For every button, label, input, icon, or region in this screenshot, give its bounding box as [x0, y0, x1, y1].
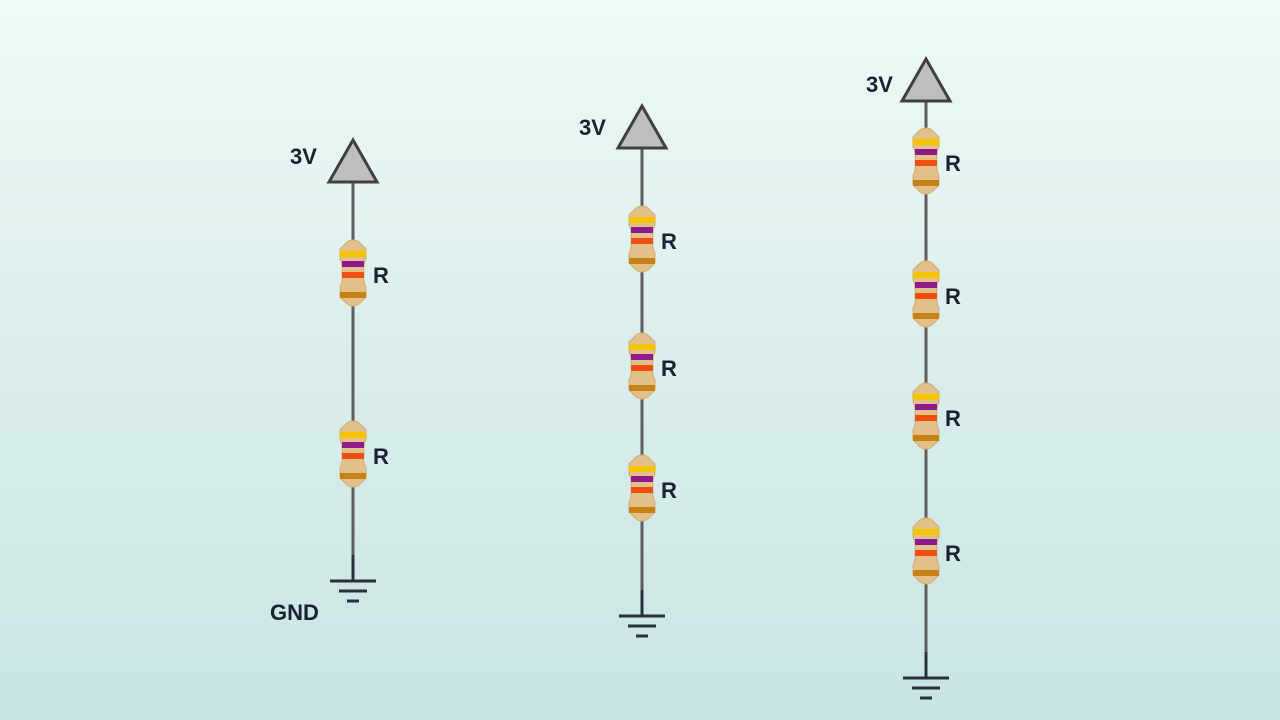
resistor-band-3: [631, 487, 653, 493]
resistor: [912, 260, 940, 328]
resistor: [628, 332, 656, 400]
resistor-band-2: [631, 227, 653, 233]
resistor-band-2: [342, 261, 364, 267]
resistor-band-4: [340, 473, 366, 479]
series-circuit-3: 3V R R R R: [866, 55, 961, 700]
resistor-band-1: [913, 529, 939, 535]
resistor-band-4: [913, 313, 939, 319]
ground-icon: [619, 590, 665, 638]
resistor-band-2: [915, 282, 937, 288]
resistor: [339, 420, 367, 488]
resistor-band-3: [342, 272, 364, 278]
resistor-band-2: [915, 149, 937, 155]
supply-label: 3V: [579, 115, 606, 140]
series-circuit-2: 3V R R R: [579, 102, 677, 638]
series-circuit-1: 3V R R GND: [270, 136, 389, 625]
resistor-band-2: [915, 404, 937, 410]
ground-label: GND: [270, 600, 319, 625]
resistor-band-2: [915, 539, 937, 545]
resistor-band-4: [913, 435, 939, 441]
resistor: [912, 382, 940, 450]
resistor-band-4: [629, 385, 655, 391]
resistor-label: R: [945, 284, 961, 309]
resistor: [912, 517, 940, 585]
triangle-supply-icon: [326, 136, 380, 184]
supply-label: 3V: [866, 72, 893, 97]
resistor: [912, 127, 940, 195]
resistor-band-3: [631, 365, 653, 371]
resistor-band-2: [631, 476, 653, 482]
resistor-band-1: [913, 139, 939, 145]
resistor-band-4: [629, 258, 655, 264]
resistor-band-1: [913, 394, 939, 400]
resistor-band-1: [340, 251, 366, 257]
resistor-label: R: [945, 541, 961, 566]
resistor-band-1: [340, 432, 366, 438]
resistor-band-2: [631, 354, 653, 360]
triangle-supply-icon: [899, 55, 953, 103]
resistor-band-3: [631, 238, 653, 244]
resistor-band-3: [915, 293, 937, 299]
ground-icon: [903, 652, 949, 700]
resistor-band-1: [629, 344, 655, 350]
resistor: [628, 454, 656, 522]
resistor-label: R: [661, 478, 677, 503]
resistor-label: R: [661, 229, 677, 254]
resistor-label: R: [945, 406, 961, 431]
resistor-band-2: [342, 442, 364, 448]
resistor-band-1: [913, 272, 939, 278]
resistor-band-4: [913, 180, 939, 186]
resistor-band-1: [629, 466, 655, 472]
resistor-label: R: [945, 151, 961, 176]
resistor-band-3: [915, 415, 937, 421]
resistor-label: R: [373, 263, 389, 288]
resistor-band-4: [340, 292, 366, 298]
resistor-band-4: [913, 570, 939, 576]
resistor: [339, 239, 367, 307]
resistor-band-4: [629, 507, 655, 513]
ground-icon: [330, 555, 376, 603]
resistor-band-3: [915, 160, 937, 166]
resistor-band-3: [915, 550, 937, 556]
resistor: [628, 205, 656, 273]
resistor-band-1: [629, 217, 655, 223]
triangle-supply-icon: [615, 102, 669, 150]
supply-label: 3V: [290, 144, 317, 169]
resistor-label: R: [373, 444, 389, 469]
resistor-band-3: [342, 453, 364, 459]
resistor-label: R: [661, 356, 677, 381]
